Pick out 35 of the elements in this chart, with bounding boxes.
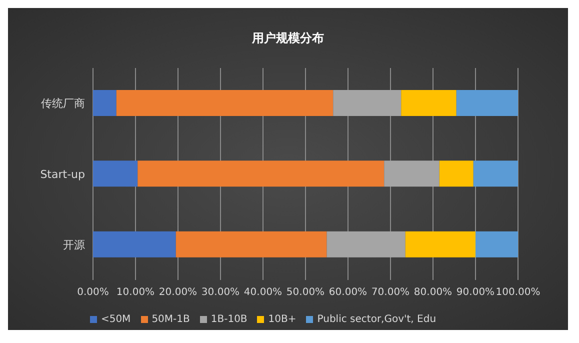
x-tick-label: 0.00% [77,287,109,298]
bar [176,231,327,258]
x-tick-label: 80.00% [414,287,452,298]
x-tick-label: 50.00% [286,287,325,298]
x-tick-label: 60.00% [328,287,368,298]
bar [405,231,476,258]
bar [93,160,138,187]
bar [473,160,518,187]
bar [384,160,440,187]
legend-label: 10B+ [268,314,296,325]
x-tick-label: 90.00% [456,287,495,298]
legend-label: Public sector,Gov't, Edu [317,314,436,325]
bar [93,90,116,116]
x-tick-label: 20.00% [158,287,198,298]
legend-label: 50M-1B [152,314,190,325]
legend-label: 1B-10B [210,314,248,325]
bar [439,160,474,187]
x-tick-label: 100.00% [496,287,540,298]
bar [476,231,518,258]
y-tick-label: 传统厂商 [41,97,85,110]
bar [116,90,334,116]
bar [138,160,384,187]
x-tick-label: 40.00% [244,287,282,298]
legend-label: <50M [100,314,131,325]
x-tick-label: 70.00% [371,287,410,298]
y-tick-label: 开源 [63,238,85,252]
y-tick-label: Start-up [40,168,86,181]
bar [326,231,406,258]
bar [456,90,518,116]
bar [93,231,176,258]
bar [401,90,456,116]
chart-title: 用户规模分布 [251,30,325,47]
x-tick-label: 10.00% [116,287,155,298]
bar [333,90,402,116]
x-tick-label: 30.00% [201,287,240,298]
